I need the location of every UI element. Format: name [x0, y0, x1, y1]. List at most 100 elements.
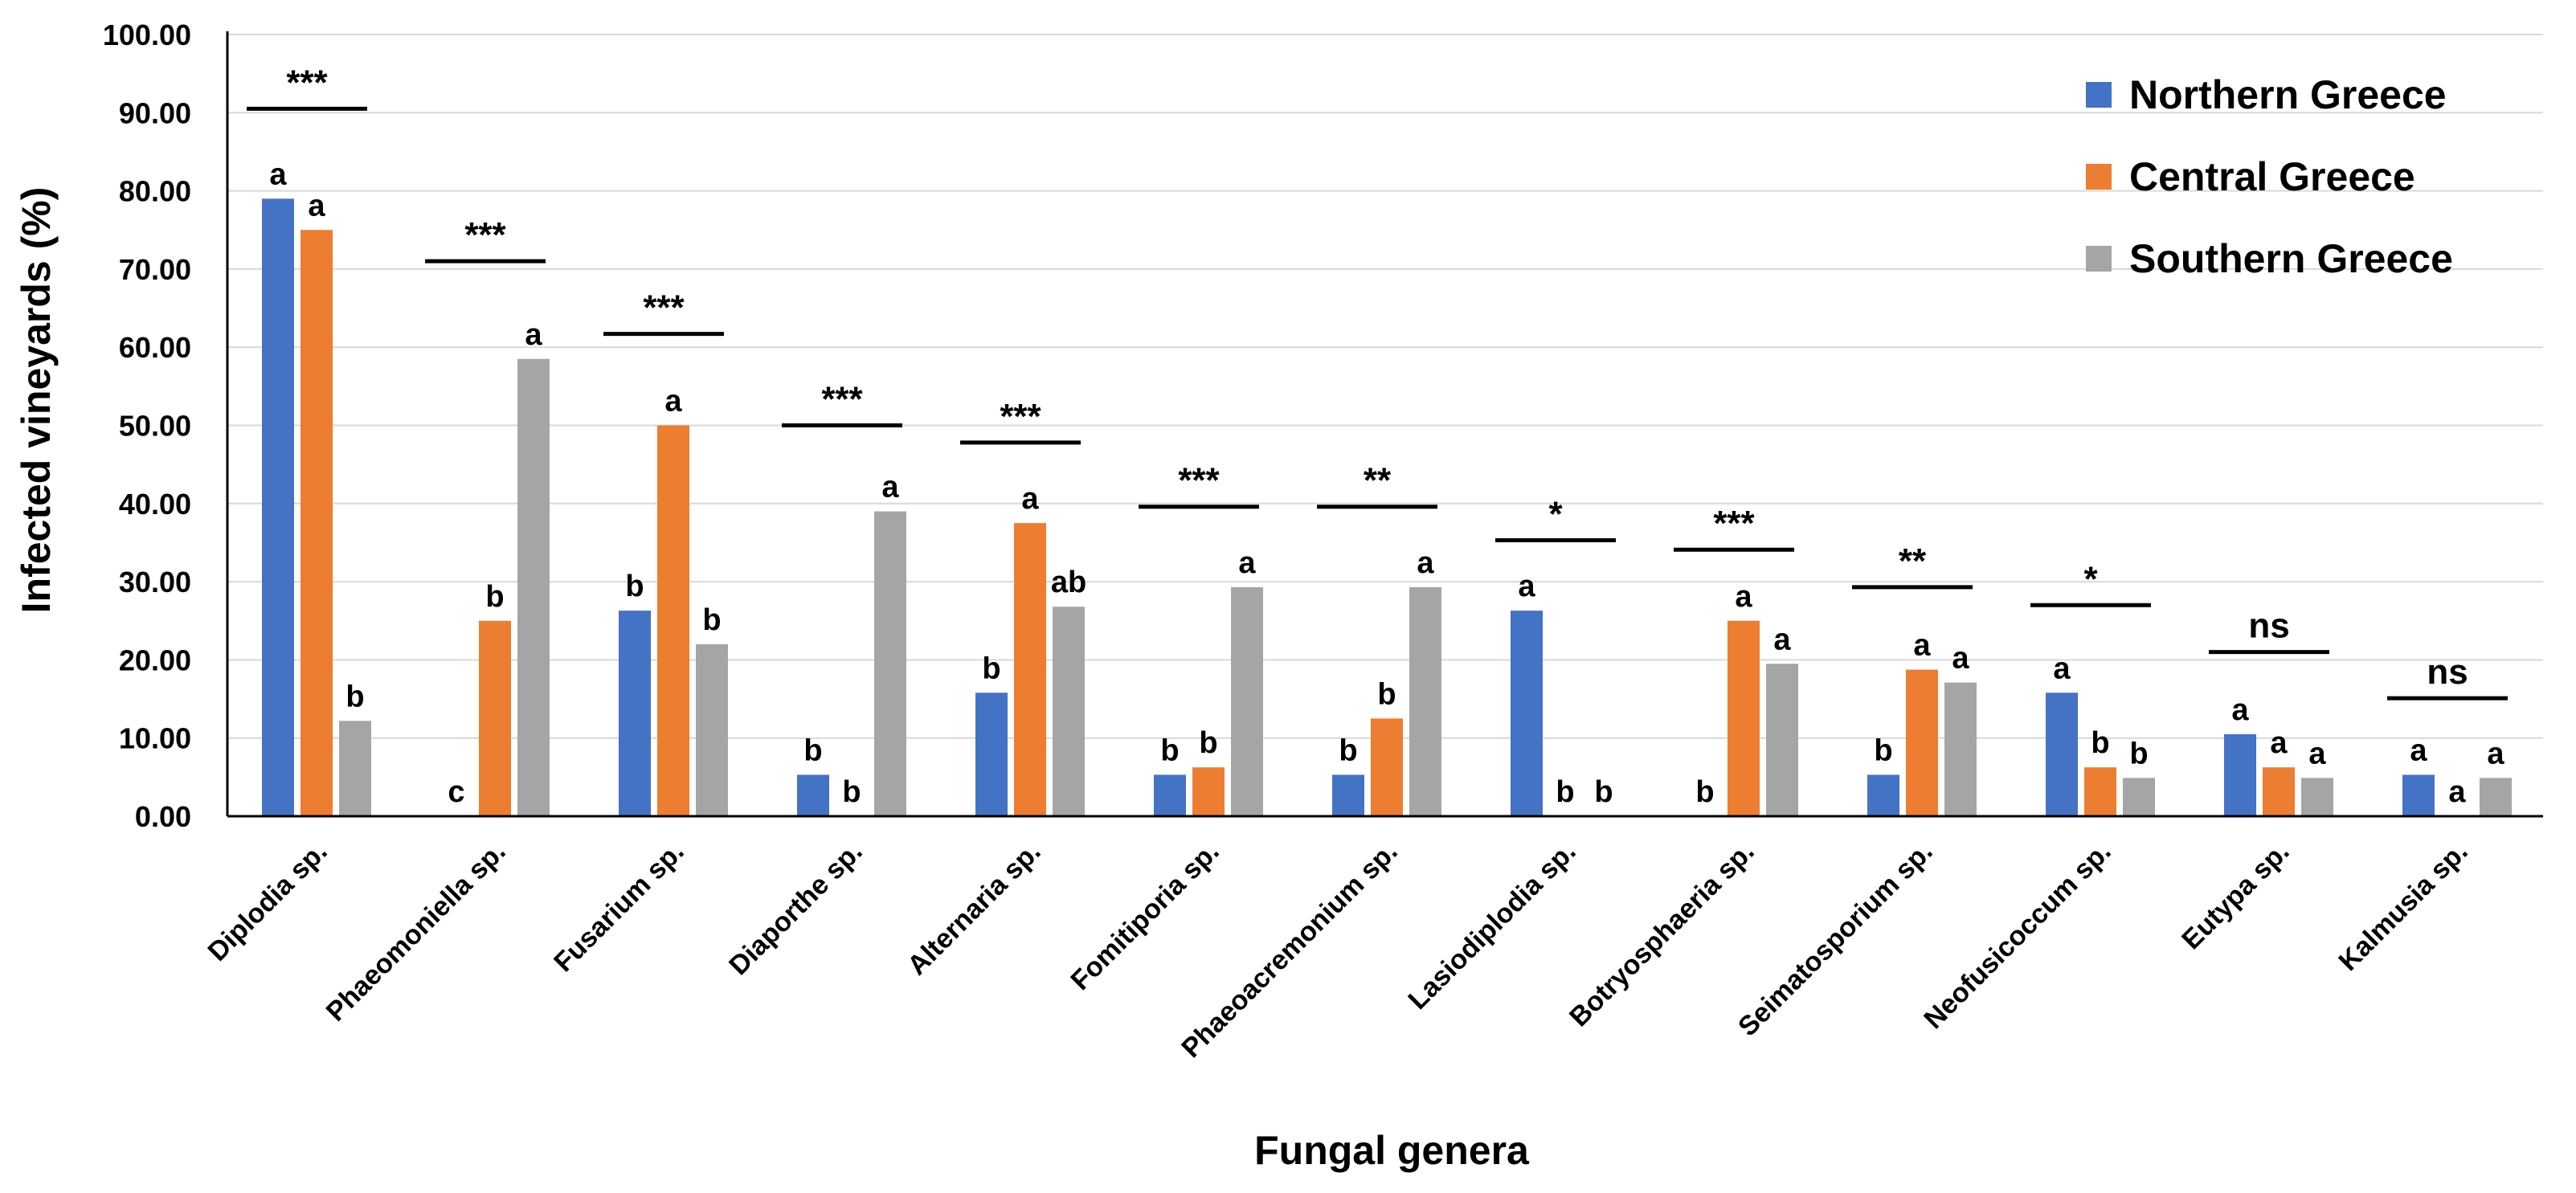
legend-label: Southern Greece [2129, 236, 2453, 281]
y-tick-label: 80.00 [119, 175, 191, 208]
legend-swatch [2086, 164, 2112, 190]
legend-label: Central Greece [2129, 154, 2415, 199]
data-letter-label: b [625, 570, 644, 603]
legend-label: Northern Greece [2129, 72, 2447, 117]
bar [1728, 620, 1760, 816]
category-label: Fusarium sp. [548, 836, 690, 979]
y-tick-label: 60.00 [119, 331, 191, 364]
bar [975, 693, 1008, 816]
bar [1867, 774, 1899, 816]
category-label: Seimatosporium sp. [1732, 836, 1939, 1043]
bars [262, 198, 2512, 816]
data-letter-label: a [664, 385, 682, 419]
bar [1371, 718, 1403, 816]
bar [1906, 669, 1938, 816]
legend-swatch [2086, 246, 2112, 272]
significance-label: ** [1364, 461, 1392, 500]
data-letter-label: a [2270, 726, 2288, 760]
data-letter-label: b [1594, 775, 1613, 809]
category-label: Alternaria sp. [902, 836, 1047, 982]
data-letter-label: a [1417, 546, 1434, 580]
legend: Northern Greece Central Greece Southern Gr… [2086, 72, 2453, 281]
significance-label: ns [2427, 652, 2468, 692]
data-letter-label: a [525, 318, 542, 352]
category-label: Lasiodiplodia sp. [1402, 836, 1581, 1015]
bar [1053, 607, 1085, 816]
data-letter-label: a [1773, 623, 1791, 656]
bar [2263, 767, 2295, 816]
data-letter-label: b [982, 652, 1000, 685]
data-letter-label: b [2129, 737, 2148, 770]
y-tick-label: 30.00 [119, 566, 191, 599]
bar [1014, 523, 1046, 816]
data-letter-label: a [2487, 737, 2504, 770]
bar [1192, 767, 1225, 816]
significance-label: *** [1178, 461, 1220, 500]
bar [479, 620, 511, 816]
data-letter-label: a [2231, 693, 2249, 727]
bar [619, 611, 651, 816]
bar [2123, 778, 2155, 816]
bar [2480, 778, 2512, 816]
category-label: Neofusicoccum sp. [1918, 836, 2116, 1035]
data-letter-label: a [2448, 775, 2466, 809]
y-tick-label: 0.00 [135, 800, 191, 833]
significance-label: *** [1713, 504, 1755, 543]
bar [874, 511, 906, 816]
significance-label: *** [643, 288, 685, 328]
gridlines [227, 34, 2543, 739]
y-axis-title: Infected vineyards (%) [14, 187, 59, 614]
significance-label: ** [1899, 541, 1927, 581]
significance-label: *** [821, 380, 863, 419]
data-letter-label: c [448, 775, 464, 809]
data-letter-label: a [1952, 642, 1969, 676]
category-label: Diplodia sp. [202, 836, 333, 967]
data-letter-label: b [1377, 677, 1396, 711]
legend-swatch [2086, 82, 2112, 108]
data-letter-label: ab [1051, 566, 1086, 599]
y-tick-label: 20.00 [119, 643, 191, 676]
bar [2046, 693, 2078, 816]
data-letter-label: a [308, 189, 325, 223]
bar [1409, 586, 1441, 816]
significance-label: *** [286, 63, 328, 102]
data-letter-label: a [269, 157, 287, 191]
significance-label: ns [2248, 607, 2289, 646]
bar [1766, 664, 1798, 816]
data-letter-label: b [346, 680, 364, 713]
axes [226, 31, 2543, 818]
bar [1944, 682, 1977, 816]
bar [2084, 767, 2116, 816]
bar [262, 198, 294, 816]
category-label: Fomitiporia sp. [1065, 836, 1225, 996]
data-letter-label: b [1160, 733, 1179, 767]
bar [2402, 774, 2435, 816]
data-letter-label: b [1339, 733, 1357, 767]
bar [301, 230, 333, 816]
data-letter-label: b [485, 580, 504, 614]
data-letter-label: a [1518, 570, 1535, 603]
y-tick-label: 100.00 [103, 18, 191, 51]
y-tick-labels: 0.00 10.00 20.00 30.00 40.00 50.00 60.00 70.00 8… [103, 18, 191, 833]
data-letter-label: b [1874, 733, 1892, 767]
y-tick-label: 10.00 [119, 722, 191, 755]
significance-label: * [2083, 559, 2098, 599]
bar [797, 774, 829, 816]
significance-label: *** [1000, 397, 1041, 436]
y-tick-label: 70.00 [119, 253, 191, 286]
data-letter-label: b [842, 775, 861, 809]
bar [657, 425, 689, 816]
y-tick-label: 40.00 [119, 488, 191, 521]
bar [517, 358, 550, 816]
significance-label: *** [464, 215, 506, 255]
category-labels: Diplodia sp.Phaeomoniella sp. Fusarium sp… [202, 836, 2474, 1064]
bar [1511, 611, 1543, 816]
bar [696, 643, 728, 816]
bar [1332, 774, 1364, 816]
significance-label: * [1548, 495, 1563, 534]
data-letter-label: b [1199, 726, 1217, 760]
data-letter-label: b [1556, 775, 1574, 809]
data-letter-label: a [2053, 652, 2071, 685]
